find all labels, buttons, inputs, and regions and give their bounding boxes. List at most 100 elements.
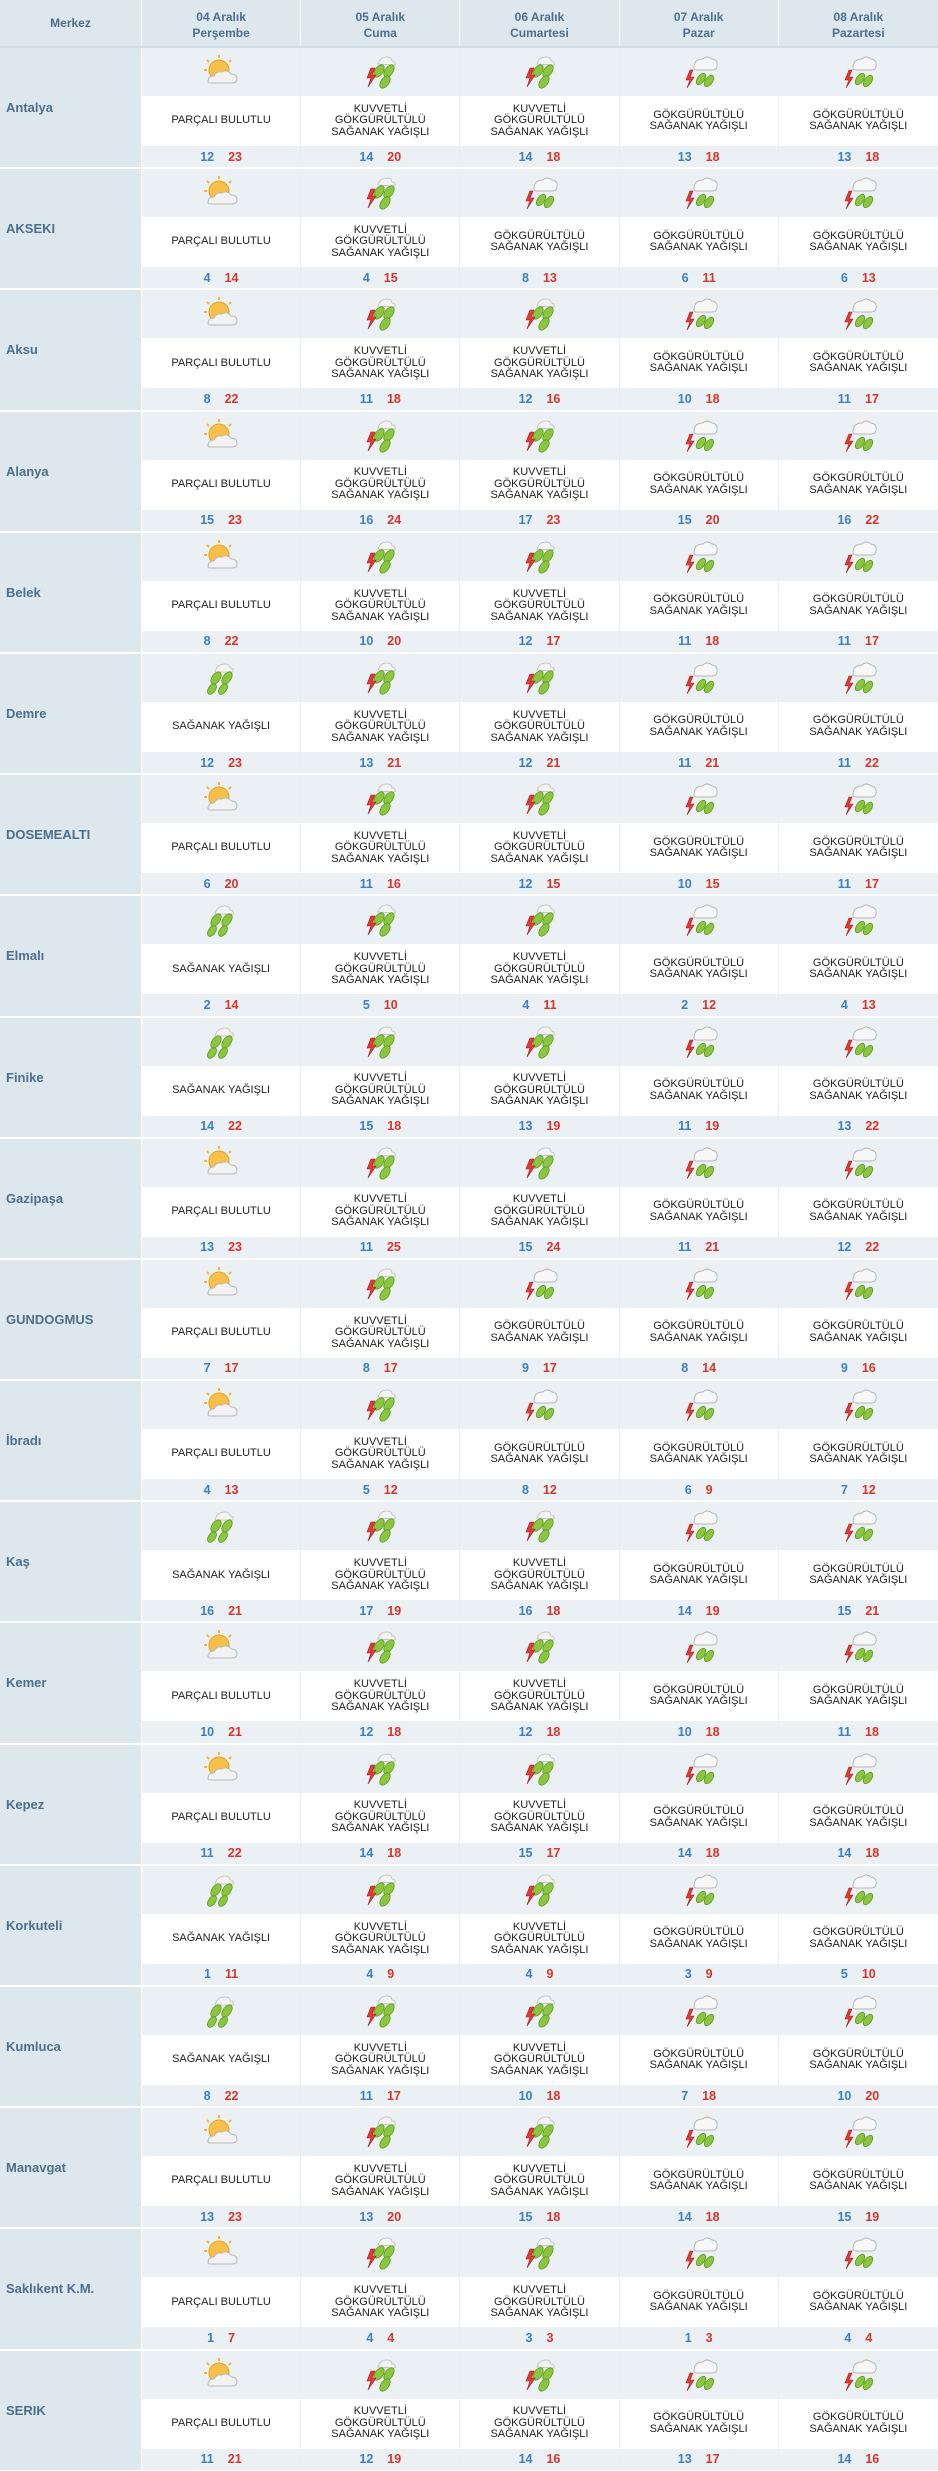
- forecast-cell: GÖKGÜRÜLTÜLÜ SAĞANAK YAĞIŞLI 11 18: [778, 1623, 938, 1743]
- condition-line: PARÇALI BULUTLU: [171, 235, 271, 248]
- condition-line: GÖKGÜRÜLTÜLÜ: [812, 1683, 904, 1696]
- temperature-range: 11 21: [142, 2448, 301, 2470]
- max-temp: 15: [383, 270, 398, 285]
- city-name-cell: DOSEMEALTI: [0, 775, 142, 895]
- temperature-range: 15 18: [301, 1115, 460, 1137]
- condition-line: GÖKGÜRÜLTÜLÜ: [653, 472, 745, 485]
- max-temp: 17: [383, 1361, 398, 1376]
- day-header: 05 Aralık Cuma: [301, 0, 461, 46]
- partly-cloudy-icon: [199, 779, 243, 819]
- temperature-range: 13 18: [778, 146, 938, 168]
- condition-line: SAĞANAK YAĞIŞLI: [172, 2053, 271, 2066]
- condition-lines: GÖKGÜRÜLTÜLÜ SAĞANAK YAĞIŞLI: [809, 109, 907, 133]
- icon-area: [142, 290, 301, 339]
- condition-lines: KUVVETLİ GÖKGÜRÜLTÜLÜ SAĞANAK YAĞIŞLI: [490, 2285, 588, 2320]
- max-temp: 22: [865, 1240, 880, 1255]
- thunder-shower-icon: [836, 2233, 880, 2273]
- temperature-range: 13 23: [142, 2206, 301, 2228]
- condition-lines: KUVVETLİ GÖKGÜRÜLTÜLÜ SAĞANAK YAĞIŞLI: [490, 1557, 588, 1593]
- min-temp: 6: [681, 270, 689, 285]
- icon-area: [619, 1259, 778, 1308]
- strong-thunder-shower-icon: [517, 1506, 561, 1546]
- city-row: Aksu PARÇALI BULUTLU 8 22 KUVVETLİ GÖKGÜRÜLTÜ…: [0, 290, 938, 412]
- condition-line: SAĞANAK YAĞIŞLI: [331, 1216, 430, 1229]
- temperature-range: 12 21: [460, 751, 619, 774]
- forecast-cell: KUVVETLİ GÖKGÜRÜLTÜLÜ SAĞANAK YAĞIŞLI 12 21: [460, 653, 620, 774]
- condition-line: SAĞANAK YAĞIŞLI: [172, 1568, 271, 1581]
- min-temp: 14: [518, 2452, 533, 2467]
- city-name: İbradı: [6, 1433, 42, 1449]
- forecast-cell: KUVVETLİ GÖKGÜRÜLTÜLÜ SAĞANAK YAĞIŞLI 17 23: [460, 411, 620, 531]
- condition-line: KUVVETLİ: [512, 2405, 567, 2418]
- min-temp: 14: [359, 149, 374, 164]
- condition-text: KUVVETLİ GÖKGÜRÜLTÜLÜ SAĞANAK YAĞIŞLI: [460, 1186, 619, 1237]
- max-temp: 9: [387, 1967, 395, 1982]
- condition-line: KUVVETLİ: [353, 466, 407, 479]
- condition-line: GÖKGÜRÜLTÜLÜ: [494, 1689, 585, 1702]
- forecast-cell: KUVVETLİ GÖKGÜRÜLTÜLÜ SAĞANAK YAĞIŞLI 4 11: [460, 896, 620, 1016]
- city-row: DOSEMEALTI PARÇALI BULUTLU 6 20 KUVVETLİ GÖKG…: [0, 775, 938, 897]
- max-temp: 21: [705, 755, 720, 770]
- condition-text: GÖKGÜRÜLTÜLÜ SAĞANAK YAĞIŞLI: [619, 1429, 778, 1480]
- temperature-range: 4 14: [142, 267, 301, 289]
- icon-area: [460, 775, 619, 824]
- forecast-cell: PARÇALI BULUTLU 1 7: [142, 2229, 302, 2349]
- condition-line: SAĞANAK YAĞIŞLI: [809, 1089, 908, 1102]
- condition-lines: SAĞANAK YAĞIŞLI: [172, 721, 270, 733]
- forecast-cell: KUVVETLİ GÖKGÜRÜLTÜLÜ SAĞANAK YAĞIŞLI 12 16: [460, 290, 620, 410]
- condition-line: KUVVETLİ: [353, 1799, 407, 1812]
- city-name: Elmalı: [6, 948, 45, 964]
- forecast-cell: GÖKGÜRÜLTÜLÜ SAĞANAK YAĞIŞLI 16 22: [778, 411, 938, 531]
- thunder-shower-icon: [836, 2112, 880, 2152]
- icon-area: [142, 1259, 301, 1308]
- condition-line: GÖKGÜRÜLTÜLÜ: [812, 229, 904, 242]
- min-temp: 11: [359, 876, 373, 891]
- thunder-shower-icon: [677, 1506, 721, 1546]
- icon-area: [142, 1381, 301, 1430]
- condition-line: GÖKGÜRÜLTÜLÜ: [494, 2295, 585, 2308]
- max-temp: 24: [387, 513, 402, 528]
- temperature-range: 11 17: [778, 630, 938, 652]
- max-temp: 21: [227, 2452, 242, 2467]
- forecast-cell: SAĞANAK YAĞIŞLI 14 22: [142, 1017, 302, 1137]
- condition-line: SAĞANAK YAĞIŞLI: [649, 1574, 748, 1587]
- condition-lines: GÖKGÜRÜLTÜLÜ SAĞANAK YAĞIŞLI: [809, 957, 908, 981]
- condition-line: SAĞANAK YAĞIŞLI: [490, 1943, 589, 1956]
- icon-area: [778, 169, 938, 218]
- max-temp: 3: [705, 2330, 713, 2345]
- icon-area: [142, 1744, 301, 1793]
- strong-thunder-shower-icon: [358, 537, 402, 577]
- condition-line: GÖKGÜRÜLTÜLÜ: [812, 1805, 904, 1818]
- city-name: GUNDOGMUS: [6, 1311, 94, 1327]
- icon-area: [301, 1987, 460, 2035]
- condition-line: KUVVETLİ: [353, 2162, 407, 2175]
- forecast-cell: KUVVETLİ GÖKGÜRÜLTÜLÜ SAĞANAK YAĞIŞLI 11 17: [301, 1987, 461, 2107]
- condition-text: GÖKGÜRÜLTÜLÜ SAĞANAK YAĞIŞLI: [619, 1186, 778, 1237]
- condition-line: SAĞANAK YAĞIŞLI: [649, 2422, 748, 2435]
- icon-area: [619, 1381, 778, 1430]
- max-temp: 22: [224, 391, 239, 406]
- strong-thunder-shower-icon: [358, 1749, 402, 1789]
- condition-line: KUVVETLİ: [512, 2162, 567, 2175]
- condition-line: SAĞANAK YAĞIŞLI: [649, 362, 748, 375]
- icon-area: [460, 169, 619, 218]
- condition-line: SAĞANAK YAĞIŞLI: [649, 1453, 748, 1466]
- condition-line: SAĞANAK YAĞIŞLI: [490, 241, 589, 254]
- thunder-shower-icon: [836, 658, 880, 698]
- icon-area: [619, 775, 778, 824]
- condition-text: KUVVETLİ GÖKGÜRÜLTÜLÜ SAĞANAK YAĞIŞLI: [460, 823, 619, 874]
- condition-line: SAĞANAK YAĞIŞLI: [809, 968, 908, 981]
- thunder-shower-icon: [517, 1385, 561, 1425]
- forecast-cell: KUVVETLİ GÖKGÜRÜLTÜLÜ SAĞANAK YAĞIŞLI 17 19: [301, 1502, 461, 1622]
- condition-lines: GÖKGÜRÜLTÜLÜ SAĞANAK YAĞIŞLI: [490, 1321, 588, 1344]
- condition-lines: GÖKGÜRÜLTÜLÜ SAĞANAK YAĞIŞLI: [649, 1563, 748, 1587]
- icon-area: [778, 532, 938, 581]
- city-name-cell: Manavgat: [0, 2108, 142, 2228]
- max-temp: 18: [865, 1846, 880, 1861]
- condition-line: SAĞANAK YAĞIŞLI: [490, 1822, 589, 1835]
- thunder-shower-icon: [836, 416, 880, 456]
- temperature-range: 14 18: [460, 146, 619, 168]
- min-temp: 9: [522, 1361, 529, 1376]
- temperature-range: 14 16: [778, 2448, 938, 2470]
- min-temp: 4: [522, 997, 530, 1012]
